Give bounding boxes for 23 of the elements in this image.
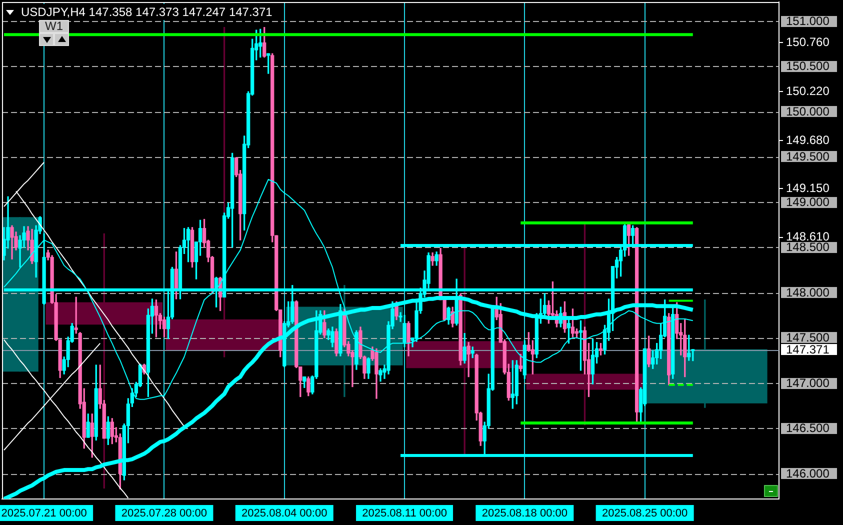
chart-title: USDJPY,H4 147.358 147.373 147.247 147.371 bbox=[21, 4, 273, 19]
ref-line-label: 150.000 bbox=[786, 104, 830, 118]
timeframe-button: W1 bbox=[39, 20, 69, 33]
x-tick-label: 2025.08.25 00:00 bbox=[602, 508, 688, 520]
ref-line-label: 151.000 bbox=[786, 14, 830, 28]
ref-line-label: 150.500 bbox=[786, 59, 830, 74]
y-tick-label: 149.150 bbox=[786, 180, 830, 195]
y-tick-label: 150.220 bbox=[786, 84, 830, 98]
y-tick-label: 150.760 bbox=[786, 35, 830, 50]
ref-line-label: 147.371 bbox=[786, 342, 830, 356]
ref-line-label: 146.000 bbox=[786, 466, 830, 480]
ref-line-label: 146.500 bbox=[786, 421, 830, 436]
ref-line-label: 149.000 bbox=[786, 194, 830, 209]
x-tick-label: 2025.07.21 00:00 bbox=[1, 508, 87, 520]
x-tick-label: 2025.08.11 00:00 bbox=[362, 508, 447, 520]
ref-line-label: 149.500 bbox=[786, 150, 830, 164]
x-tick-label: 2025.08.18 00:00 bbox=[482, 508, 568, 520]
x-tick-label: 2025.08.04 00:00 bbox=[242, 508, 328, 520]
ref-line-label: 147.000 bbox=[786, 376, 830, 390]
ref-line-label: 147.500 bbox=[786, 330, 830, 345]
x-tick-label: 2025.07.28 00:00 bbox=[121, 508, 208, 520]
y-tick-label: 149.680 bbox=[786, 132, 830, 147]
ref-line-label: 148.000 bbox=[786, 285, 830, 300]
